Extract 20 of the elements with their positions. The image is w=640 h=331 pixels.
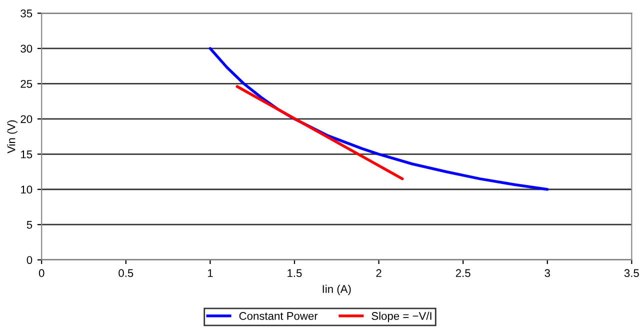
x-tick-label: 2.5 (456, 269, 470, 278)
y-tick-label: 25 (20, 80, 32, 88)
y-axis-title: Vin (V) (7, 120, 18, 154)
x-axis-title: Iin (A) (322, 284, 351, 296)
x-tick-label: 1 (208, 269, 213, 277)
x-tick-label: 0 (38, 269, 44, 278)
x-tick-label: 1.5 (288, 269, 302, 278)
y-tick-label: 15 (21, 150, 32, 158)
x-tick-label: 3 (544, 269, 550, 278)
legend-label: Constant Power (239, 312, 318, 320)
y-tick-label: 0 (26, 256, 32, 264)
x-tick-label: 3.5 (624, 269, 639, 278)
x-tick-label: 0.5 (118, 269, 134, 278)
y-tick-label: 5 (26, 220, 32, 229)
legend-label: Slope = −V/I (372, 312, 432, 322)
y-tick-label: 35 (20, 10, 32, 18)
x-tick-label: 2 (376, 269, 382, 277)
y-tick-label: 20 (20, 115, 32, 124)
y-tick-label: 30 (20, 44, 32, 53)
y-tick-label: 10 (21, 186, 32, 194)
